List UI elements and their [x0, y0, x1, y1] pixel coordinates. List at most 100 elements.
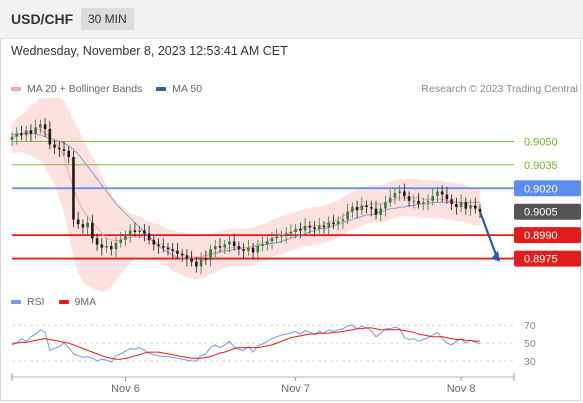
level-tag: 0.8990	[514, 227, 581, 244]
candle-body	[417, 200, 420, 204]
candle-body	[39, 124, 42, 128]
candle-body	[299, 228, 302, 231]
candle-body	[308, 225, 312, 228]
candle-body	[124, 235, 127, 240]
candle-body	[289, 232, 293, 234]
candle-body	[327, 222, 331, 228]
candle-body	[91, 222, 94, 239]
candle-body	[313, 227, 316, 229]
candle-body	[213, 246, 217, 250]
level-label: 0.9020	[524, 183, 558, 195]
candle-body	[284, 233, 288, 236]
candle-body	[15, 133, 19, 137]
candle-body	[176, 250, 179, 254]
candle-body	[275, 236, 279, 239]
level-label-box	[514, 227, 581, 244]
rsi-tick-label: 70	[524, 320, 536, 332]
candle-body	[464, 202, 468, 209]
rsi-legend: RSI 9MA	[11, 296, 96, 308]
candle-body	[426, 200, 430, 203]
candle-body	[393, 192, 397, 198]
candle-body	[157, 244, 160, 247]
level-label: 0.8975	[524, 254, 558, 266]
candle-body	[388, 197, 392, 203]
candle-body	[161, 246, 165, 248]
level-tag: 0.9020	[514, 180, 581, 197]
chart-header: USD/CHF 30 MIN	[0, 0, 583, 39]
candle-body	[374, 208, 378, 215]
rsi-swatch	[11, 300, 21, 304]
candle-body	[86, 222, 89, 228]
candle-body	[445, 194, 449, 200]
candle-body	[341, 219, 345, 222]
candle-body	[128, 230, 132, 236]
level-label-box	[514, 203, 581, 220]
candle-body	[232, 241, 236, 247]
candle-body	[72, 157, 75, 220]
legend-ma9-label: 9MA	[74, 296, 97, 308]
candle-body	[228, 241, 231, 245]
level-tag: 0.8975	[514, 250, 581, 267]
candle-body	[190, 258, 193, 262]
candle-body	[199, 258, 203, 267]
candle-body	[76, 219, 80, 225]
level-label: 0.8990	[524, 230, 558, 242]
level-tag: 0.9035	[524, 160, 558, 172]
level-label: 0.9035	[524, 160, 558, 172]
candle-body	[67, 150, 71, 158]
candle-body	[317, 225, 321, 229]
legend-ma20-label: MA 20 + Bollinger Bands	[27, 83, 143, 95]
candle-body	[384, 202, 387, 209]
candle-body	[265, 241, 269, 245]
candle-body	[43, 124, 47, 129]
candle-body	[247, 247, 250, 251]
candle-body	[24, 130, 28, 136]
candle-body	[346, 211, 349, 220]
candle-body	[237, 246, 241, 250]
rsi-tick-label: 50	[524, 338, 536, 350]
candle-body	[195, 261, 198, 267]
candle-body	[412, 200, 416, 202]
candle-body	[403, 191, 406, 197]
candle-body	[204, 258, 208, 261]
candle-body	[109, 246, 113, 250]
candle-body	[218, 246, 222, 248]
candle-body	[119, 239, 123, 243]
candle-body	[261, 244, 264, 247]
ma20-line	[11, 128, 480, 258]
projection-arrowhead	[491, 250, 500, 262]
legend-rsi-label: RSI	[27, 296, 45, 308]
candle-body	[336, 221, 340, 225]
timeframe-button[interactable]: 30 MIN	[81, 8, 134, 30]
candle-body	[185, 255, 189, 259]
level-tag: 0.9005	[514, 203, 581, 220]
projection-arrow	[478, 211, 499, 259]
candle-body	[440, 191, 444, 195]
candle-body	[436, 191, 439, 197]
candle-body	[48, 128, 52, 145]
credit-text: Research © 2023 Trading Central	[421, 83, 578, 95]
candle-body	[10, 136, 14, 140]
candle-body	[223, 244, 227, 248]
candle-body	[114, 242, 118, 250]
bollinger-band	[12, 97, 480, 292]
candle-body	[29, 130, 33, 134]
candle-body	[62, 149, 66, 151]
candle-body	[332, 222, 335, 225]
candle-body	[166, 247, 170, 250]
candle-body	[455, 203, 458, 208]
chart-datetime: Wednesday, November 8, 2023 12:53:41 AM …	[11, 44, 288, 58]
candle-body	[365, 205, 368, 208]
candle-body	[431, 196, 435, 201]
candle-body	[147, 233, 151, 240]
candle-body	[450, 199, 453, 204]
x-tick-label: Nov 7	[281, 383, 310, 395]
candle-body	[322, 225, 326, 228]
candle-body	[280, 235, 283, 237]
candle-body	[152, 239, 156, 245]
candle-body	[251, 247, 255, 253]
symbol-label: USD/CHF	[11, 11, 74, 27]
level-label: 0.9050	[524, 136, 558, 148]
candle-body	[360, 205, 364, 211]
